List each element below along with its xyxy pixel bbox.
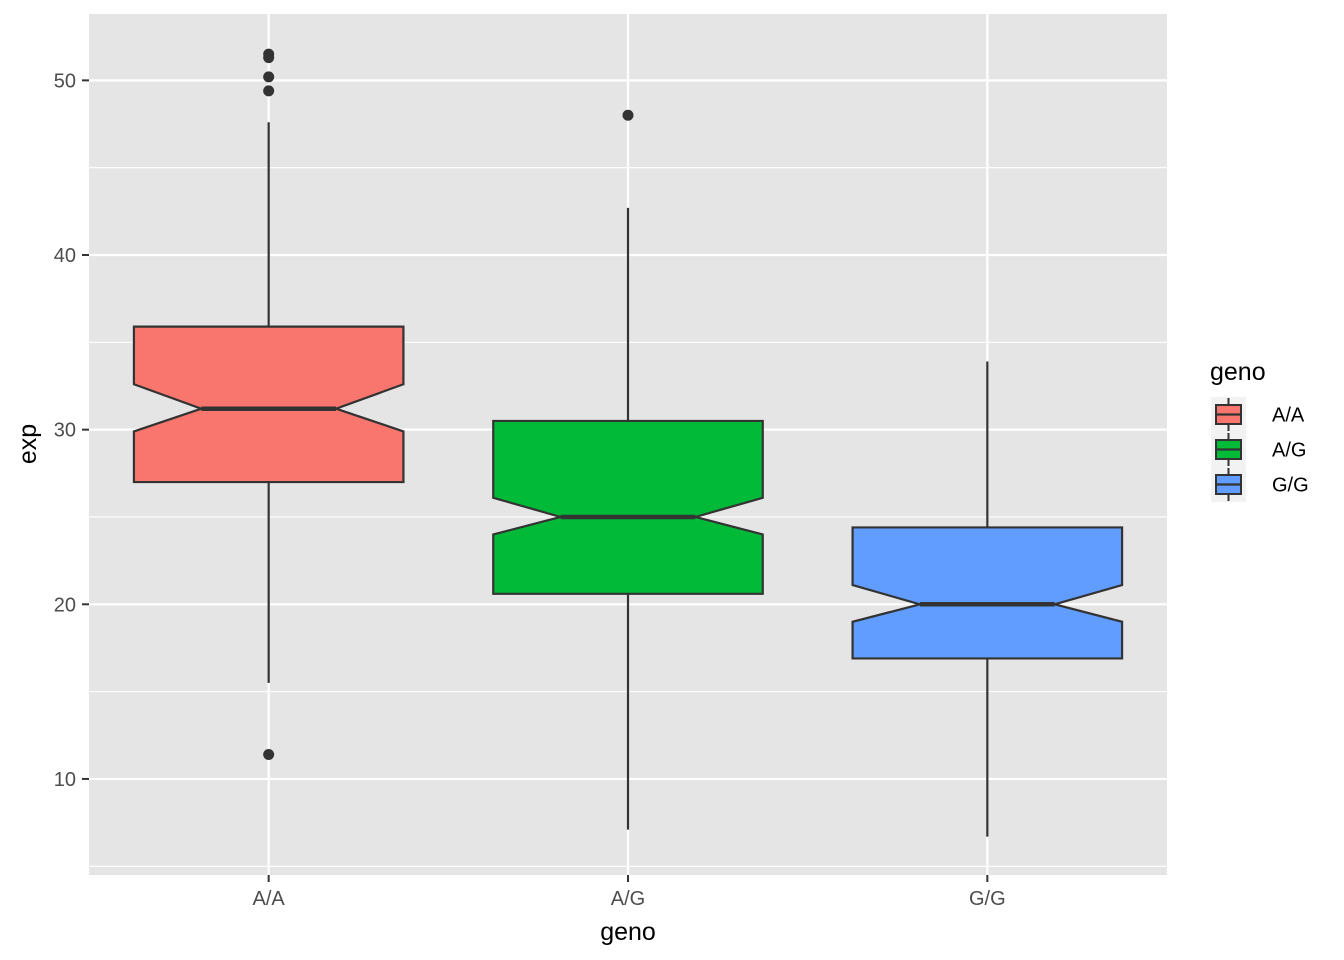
box-gg	[851, 361, 1124, 837]
legend: geno A/A A/G G/G	[1210, 358, 1309, 502]
y-axis-title: exp	[14, 424, 42, 464]
x-axis-title: geno	[600, 918, 656, 946]
legend-key-gg: G/G	[1211, 467, 1309, 502]
notched-box	[492, 419, 764, 595]
legend-label: A/G	[1272, 440, 1306, 462]
legend-key-aa: A/A	[1211, 397, 1305, 432]
y-tick-label: 30	[54, 420, 76, 442]
x-axis-ticks: A/A A/G G/G	[253, 875, 1006, 910]
outlier-point	[263, 748, 275, 760]
outlier-point	[263, 52, 275, 64]
box-ag	[492, 109, 764, 830]
outlier-point	[263, 85, 275, 97]
box-aa	[132, 48, 405, 760]
y-tick-label: 50	[54, 70, 76, 92]
outlier-point	[263, 71, 275, 83]
legend-keys: A/A A/G G/G	[1211, 397, 1309, 502]
y-axis-ticks: 10 20 30 40 50	[54, 70, 89, 791]
legend-label: G/G	[1272, 475, 1309, 497]
outlier-point	[622, 109, 634, 121]
x-tick-label: A/G	[611, 888, 645, 910]
box-series	[132, 48, 1124, 837]
x-tick-label: A/A	[253, 888, 286, 910]
y-tick-label: 40	[54, 245, 76, 267]
legend-key-ag: A/G	[1211, 432, 1306, 467]
y-tick-label: 20	[54, 594, 76, 616]
legend-label: A/A	[1272, 405, 1305, 427]
y-tick-label: 10	[54, 769, 76, 791]
x-tick-label: G/G	[969, 888, 1006, 910]
notched-box	[851, 526, 1124, 660]
legend-title: geno	[1210, 358, 1266, 386]
notched-box	[132, 325, 405, 484]
